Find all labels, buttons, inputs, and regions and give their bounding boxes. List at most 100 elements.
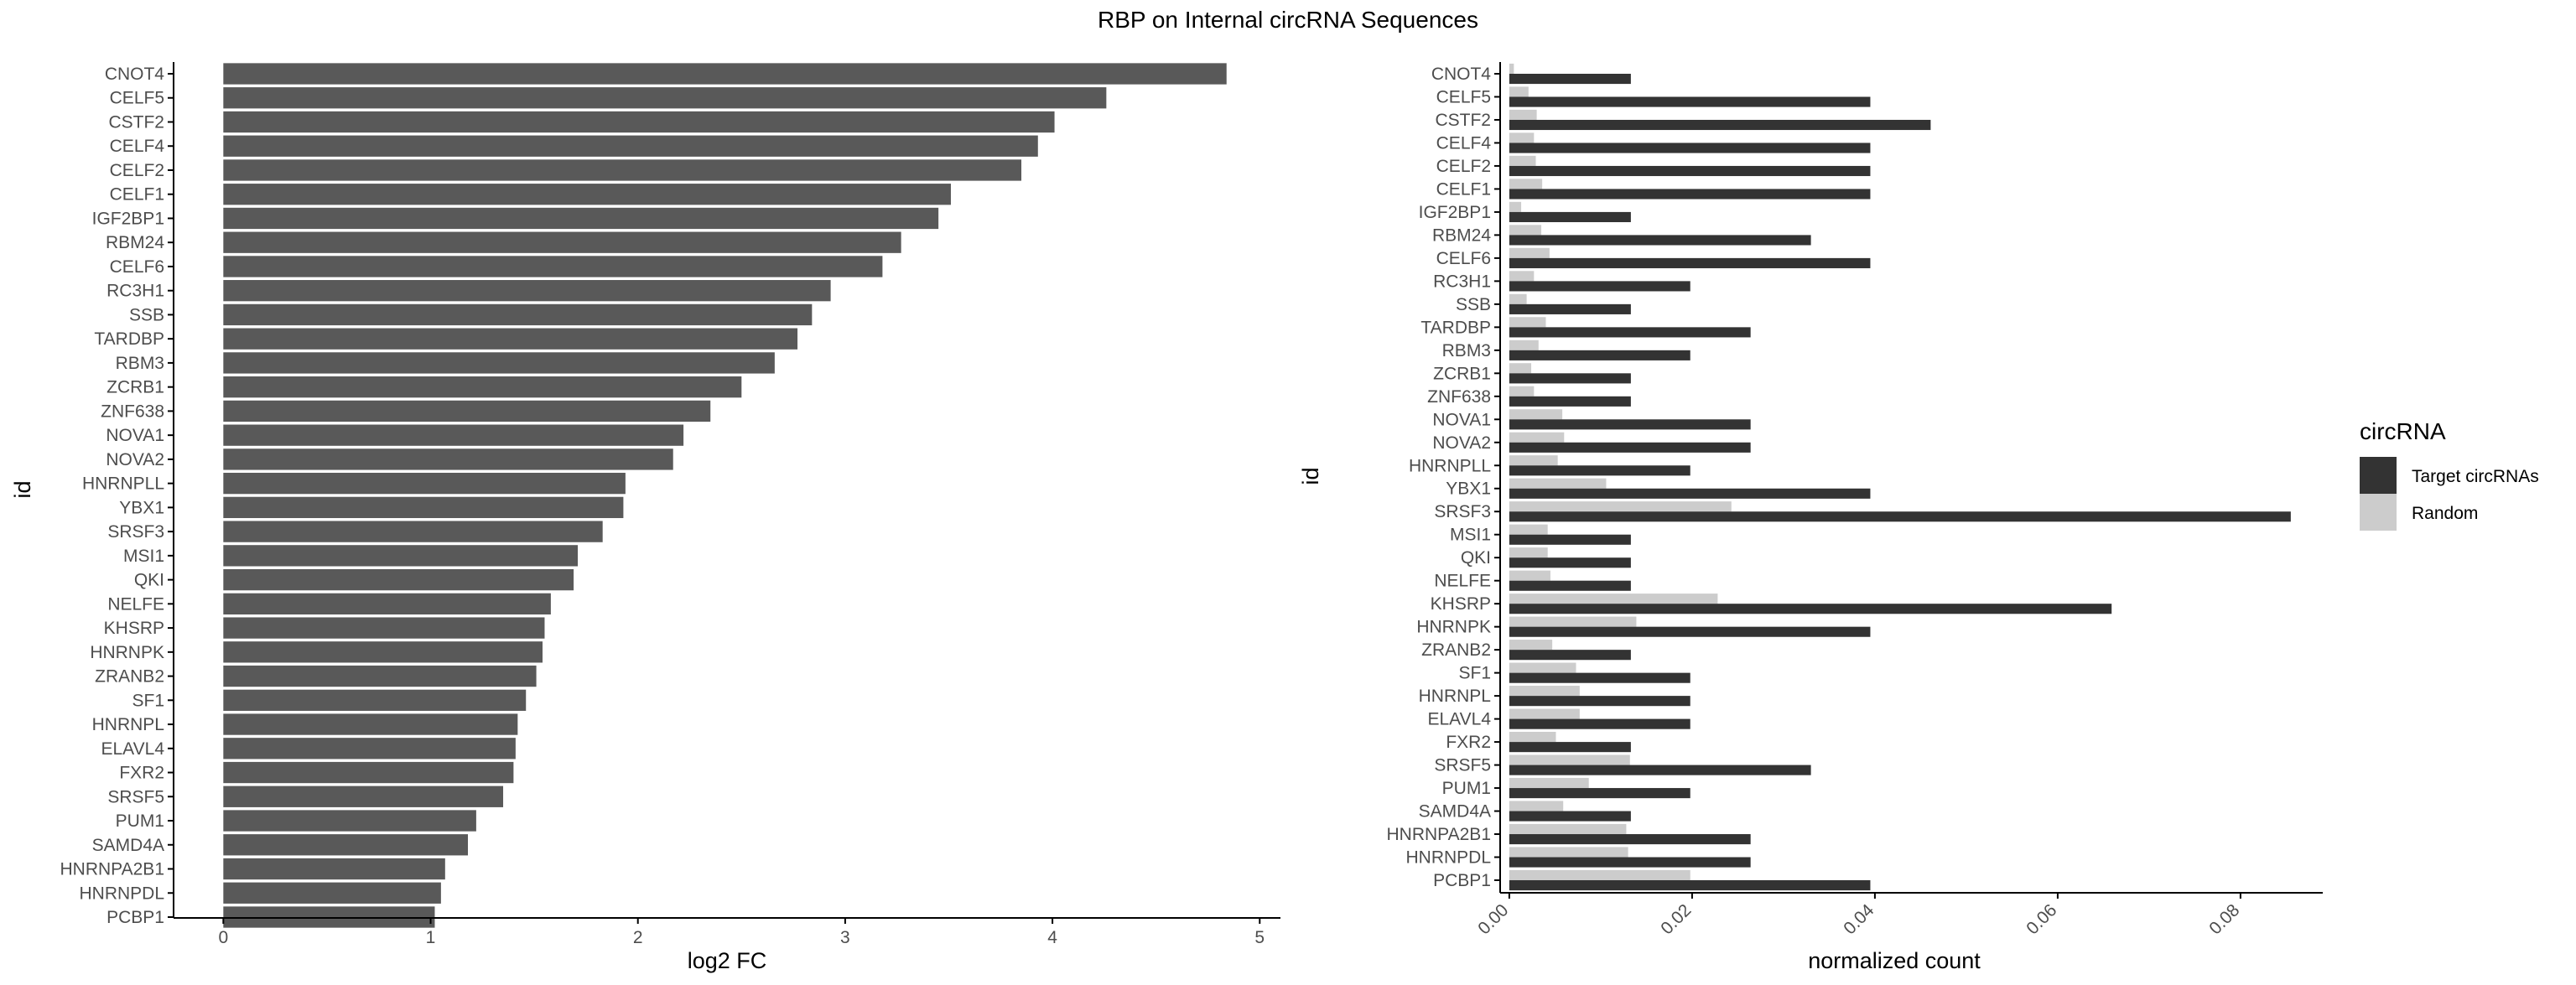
y-tick-label: YBX1 [1446,480,1491,499]
bar-random [1509,317,1546,328]
left-chart-panel: CNOT4 CELF5 CSTF2 CELF4 CELF2 CELF1 IGF2BP1 RBM… [10,62,1280,973]
bar-random [1509,754,1630,765]
x-tick-label: 5 [1254,928,1265,947]
y-tick-label: ELAVL4 [1428,710,1492,729]
bar-target-circrnas [1509,765,1811,775]
bar-target-circrnas [1509,696,1690,707]
bar-logfc [223,63,1227,85]
y-tick-label: PUM1 [116,811,164,831]
y-tick-label: HNRNPDL [1405,848,1491,868]
bar-random [1509,640,1553,651]
bar-logfc [223,761,514,784]
y-tick-label: QKI [1461,548,1491,568]
bar-logfc [223,689,527,711]
bar-random [1509,293,1527,304]
bar-logfc [223,135,1038,157]
bar-target-circrnas [1509,880,1871,891]
right-y-tick-labels: CNOT4 CELF5 CSTF2 CELF4 CELF2 CELF1 IGF2BP1 RBM… [1387,65,1500,890]
bar-logfc [223,521,603,542]
x-tick-label: 0 [218,928,228,947]
bar-target-circrnas [1509,488,1871,499]
bar-random [1509,869,1690,880]
y-tick-label: RC3H1 [1433,272,1491,291]
bar-logfc [223,858,445,880]
bar-logfc [223,376,742,398]
legend-label-random: Random [2412,504,2478,523]
bar-target-circrnas [1509,119,1931,131]
bar-logfc [223,593,551,614]
bar-target-circrnas [1509,718,1690,729]
y-tick-label: NELFE [107,594,164,614]
bar-target-circrnas [1509,189,1871,200]
y-tick-label: CSTF2 [108,112,164,132]
y-tick-label: ZRANB2 [1421,640,1491,660]
y-tick-label: RBM24 [1432,226,1491,245]
bar-random [1509,594,1718,604]
bar-target-circrnas [1509,419,1751,430]
left-y-tick-labels: CNOT4 CELF5 CSTF2 CELF4 CELF2 CELF1 IGF2BP1 RBM… [60,65,174,927]
y-tick-label: CELF1 [110,185,164,205]
y-tick-label: SAMD4A [1419,802,1491,822]
right-x-axis-title: normalized count [1808,948,1981,973]
bar-target-circrnas [1509,511,2291,522]
bar-random [1509,340,1539,350]
bar-target-circrnas [1509,465,1690,476]
bar-logfc [223,545,579,567]
right-chart-panel: CNOT4 CELF5 CSTF2 CELF4 CELF2 CELF1 IGF2BP1 RBM… [1298,62,2323,973]
bar-logfc [223,207,939,230]
y-tick-label: HNRNPK [90,643,164,662]
y-tick-label: CELF2 [1436,157,1491,176]
y-tick-label: SRSF5 [107,787,164,806]
bar-target-circrnas [1509,327,1751,338]
y-tick-label: SRSF3 [107,522,164,542]
bar-random [1509,731,1556,743]
bar-target-circrnas [1509,350,1690,360]
legend-key-target [2360,457,2397,494]
y-tick-label: CELF1 [1436,179,1491,199]
bar-logfc [223,665,537,687]
bar-random [1509,686,1580,697]
y-tick-label: RC3H1 [106,282,164,301]
y-tick-label: SRSF5 [1434,756,1491,775]
legend-title: circRNA [2360,418,2446,444]
y-tick-label: NOVA1 [106,426,164,445]
x-tick-label: 2 [633,928,643,947]
y-tick-label: SF1 [132,691,164,710]
y-tick-label: SAMD4A [92,836,164,855]
y-tick-label: ELAVL4 [101,739,165,759]
y-tick-label: CNOT4 [1431,65,1491,84]
y-tick-label: NOVA2 [106,450,164,469]
bar-target-circrnas [1509,96,1871,107]
bar-logfc [223,568,574,591]
y-tick-label: HNRNPLL [1409,456,1491,475]
bar-random [1509,247,1550,258]
bar-target-circrnas [1509,857,1751,868]
bar-target-circrnas [1509,580,1631,591]
legend: circRNA Target circRNAs Random [2360,418,2539,531]
y-tick-label: CELF4 [1436,133,1492,153]
left-x-ticks: 0 1 2 3 4 5 [218,918,1265,947]
bar-logfc [223,303,813,326]
y-tick-label: KHSRP [104,619,164,638]
y-tick-label: MSI1 [1450,526,1491,545]
bar-logfc [223,641,543,663]
bar-logfc [223,882,441,904]
bar-logfc [223,496,624,519]
bar-target-circrnas [1509,672,1690,683]
x-tick-label: 1 [426,928,436,947]
y-tick-label: SSB [129,305,164,324]
bar-target-circrnas [1509,281,1690,292]
bar-logfc [223,738,516,759]
bar-target-circrnas [1509,788,1690,799]
bar-target-circrnas [1509,834,1751,845]
y-tick-label: CELF4 [110,137,165,156]
y-tick-label: HNRNPA2B1 [1387,825,1491,844]
y-tick-label: HNRNPA2B1 [60,860,164,879]
bar-target-circrnas [1509,211,1631,223]
y-tick-label: RBM3 [116,354,164,373]
bar-random [1509,570,1550,581]
y-tick-label: HNRNPDL [79,884,164,903]
bar-target-circrnas [1509,534,1631,545]
bar-random [1509,662,1576,673]
